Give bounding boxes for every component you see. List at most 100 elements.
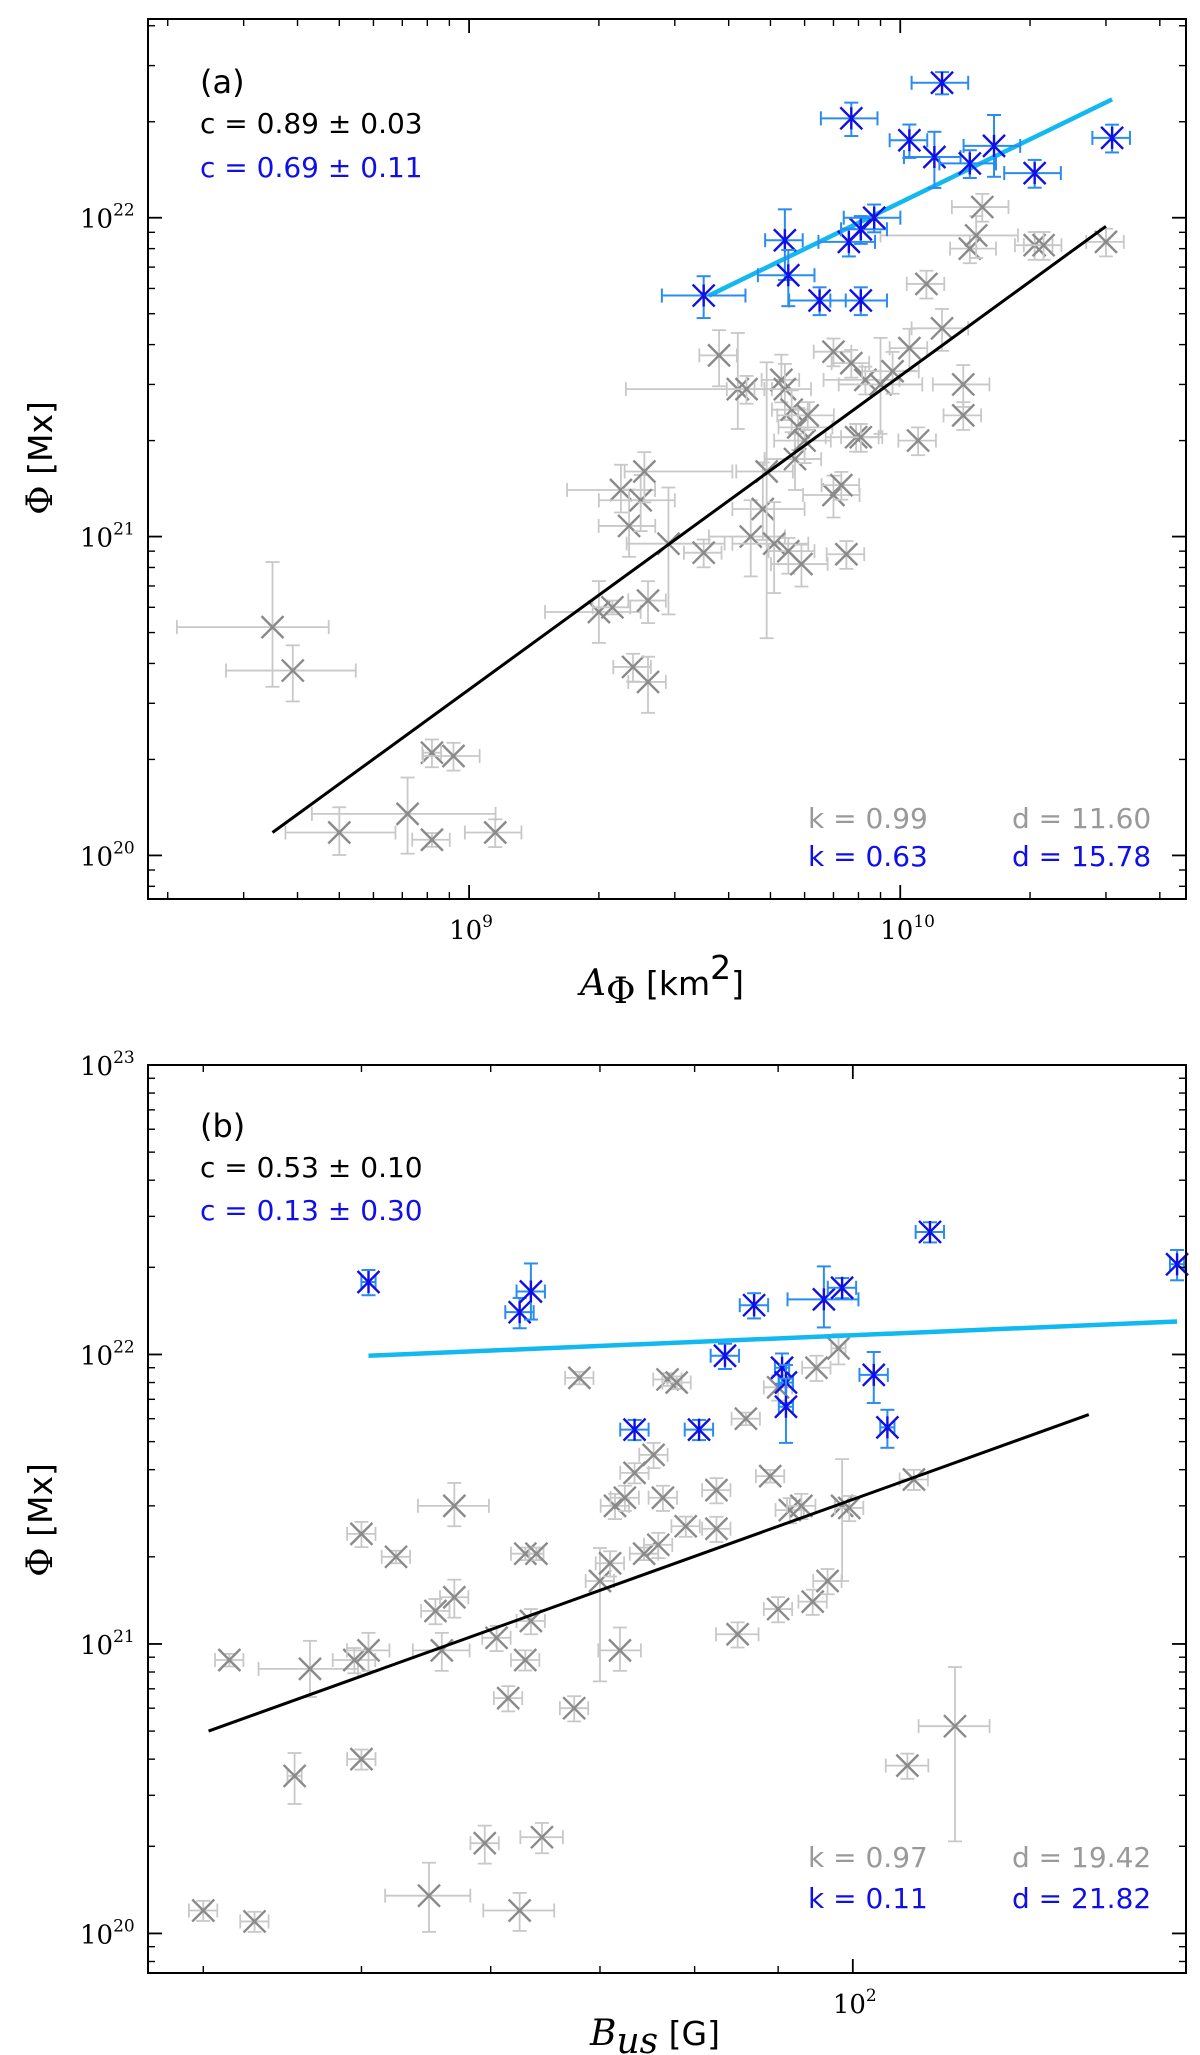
panel-a-d-blue: d = 15.78 bbox=[1012, 840, 1151, 873]
panel-a-gray-point bbox=[840, 423, 880, 453]
panel-a-y-tick-label: 1021 bbox=[80, 520, 135, 554]
panel-a-gray-point bbox=[763, 432, 823, 491]
panel-a-gray-point bbox=[770, 543, 829, 588]
panel-b-gray-point bbox=[884, 1752, 930, 1780]
panel-b-gray-point bbox=[701, 1515, 732, 1543]
panel-a-gray-point bbox=[812, 337, 853, 368]
panel-b-gray-point bbox=[420, 1598, 451, 1626]
panel-a-gray-point bbox=[284, 806, 397, 856]
panel-b-c-all: c = 0.53 ± 0.10 bbox=[200, 1151, 423, 1184]
panel-a-gray-point bbox=[1022, 231, 1063, 261]
panel-a-gray-point bbox=[175, 561, 330, 688]
panel-a-blue-point bbox=[888, 123, 929, 159]
panel-a-c-all: c = 0.89 ± 0.03 bbox=[200, 107, 423, 140]
panel-a-blue-point bbox=[817, 227, 877, 258]
panel-b-gray-point bbox=[762, 1596, 794, 1624]
panel-b-gray-point bbox=[917, 1666, 991, 1843]
panel-b-gray-point bbox=[411, 1631, 471, 1672]
panel-a-gray-point bbox=[627, 655, 667, 714]
panel-a-blue-point bbox=[764, 208, 804, 282]
panel-a-gray-point bbox=[597, 474, 676, 533]
panel-b-y-tick-label: 1023 bbox=[80, 1048, 135, 1082]
panel-a-gray-point bbox=[225, 644, 357, 703]
panel-b-gray-point bbox=[188, 1898, 219, 1923]
panel-b-gray-point bbox=[715, 1621, 760, 1649]
panel-a-blue-point bbox=[660, 275, 747, 320]
panel-a-gray-point bbox=[597, 488, 657, 558]
panel-b-gray-point bbox=[558, 1695, 590, 1723]
panel-b-fit-line-all bbox=[208, 1413, 1090, 1733]
panel-b-gray-point bbox=[754, 1464, 786, 1488]
panel-b-gray-point bbox=[346, 1747, 377, 1772]
panel-a-label: (a) bbox=[200, 63, 245, 101]
panel-b-gray-point bbox=[594, 1550, 625, 1578]
panel-a-gray-point bbox=[776, 401, 835, 431]
panel-a-gray-point bbox=[753, 362, 812, 421]
panel-b-gray-point bbox=[282, 1752, 307, 1805]
panel-b-gray-point bbox=[384, 1861, 472, 1933]
panel-a-fit-line-all bbox=[271, 225, 1107, 834]
panel-b-blue-point bbox=[515, 1262, 546, 1321]
panel-b-blue-point bbox=[826, 1275, 858, 1300]
panel-a-gray-point bbox=[861, 350, 920, 395]
panel-a-gray-point bbox=[683, 538, 723, 569]
panel-a-gray-point bbox=[830, 348, 871, 379]
panel-b-gray-point bbox=[628, 1541, 660, 1566]
panel-b-gray-point bbox=[492, 1685, 524, 1713]
panel-b-gray-point bbox=[524, 1541, 549, 1566]
panel-b-d-blue: d = 21.82 bbox=[1012, 1882, 1151, 1915]
panel-b-gray-point bbox=[515, 1608, 546, 1636]
panel-a-gray-point bbox=[623, 451, 734, 504]
panel-b-blue-point bbox=[770, 1352, 794, 1385]
panel-b-plot-area bbox=[188, 1220, 1189, 1934]
panel-b-gray-point bbox=[797, 1588, 828, 1616]
panel-a-gray-point bbox=[624, 332, 773, 430]
panel-a-gray-point bbox=[612, 652, 652, 683]
panel-b-gray-point bbox=[469, 1824, 500, 1865]
panel-b-gray-point bbox=[834, 1495, 865, 1523]
panel-b-gray-point bbox=[730, 1406, 761, 1431]
panel-b-gray-point bbox=[417, 1482, 490, 1528]
panel-a-blue-point bbox=[756, 249, 816, 308]
panel-a-x-axis-label: AΦ [km2] bbox=[577, 948, 744, 1012]
panel-a-gray-point bbox=[825, 540, 866, 570]
panel-b-gray-point bbox=[346, 1521, 377, 1549]
panel-a-blue-point bbox=[842, 203, 902, 234]
panel-a-plot-area bbox=[175, 70, 1131, 856]
panel-b-y-tick-label: 1022 bbox=[80, 1337, 135, 1371]
panel-a-gray-point bbox=[931, 364, 991, 408]
panel-b-blue-point bbox=[619, 1417, 650, 1442]
panel-b-blue-point bbox=[875, 1408, 900, 1449]
panel-a-fit-line-blue bbox=[707, 97, 1114, 298]
panel-a-blue-point bbox=[910, 70, 970, 96]
panel-b-ticks: 102 1020 1021 1022 1023 bbox=[80, 1048, 1186, 2020]
panel-b-gray-point bbox=[439, 1578, 470, 1619]
panel-a-gray-point bbox=[942, 401, 982, 431]
panel-b-gray-point bbox=[898, 1467, 929, 1492]
panel-a-gray-point bbox=[422, 741, 481, 772]
panel-a-gray-point bbox=[627, 580, 667, 624]
panel-b-gray-point bbox=[510, 1648, 541, 1672]
panel-a-gray-point bbox=[820, 471, 861, 501]
panel-b-gray-point bbox=[670, 1514, 701, 1539]
panel-a-gray-point bbox=[463, 818, 523, 848]
panel-b-gray-point bbox=[564, 1366, 595, 1390]
panel-a-blue-point bbox=[962, 113, 1022, 178]
panel-b-gray-point bbox=[346, 1631, 391, 1672]
panel-a-d-all: d = 11.60 bbox=[1012, 802, 1151, 835]
panel-b-y-tick-label: 1021 bbox=[80, 1627, 135, 1661]
panel-b-gray-point bbox=[597, 1626, 642, 1672]
panel-b-blue-point bbox=[356, 1269, 381, 1297]
panel-a-gray-point bbox=[760, 353, 801, 404]
panel-b-gray-point bbox=[609, 1484, 640, 1512]
panel-b-c-blue: c = 0.13 ± 0.30 bbox=[200, 1194, 423, 1227]
panel-a-k-blue: k = 0.63 bbox=[808, 840, 928, 873]
panel-b-y-tick-label: 1020 bbox=[80, 1916, 135, 1950]
panel-a-blue-point bbox=[829, 286, 888, 317]
panel-a-y-tick-label: 1020 bbox=[80, 838, 135, 872]
panel-a-gray-point bbox=[771, 389, 811, 434]
panel-b-y-axis-label: Φ [Mx] bbox=[20, 1463, 61, 1577]
panel-a-c-blue: c = 0.69 ± 0.11 bbox=[200, 151, 423, 184]
